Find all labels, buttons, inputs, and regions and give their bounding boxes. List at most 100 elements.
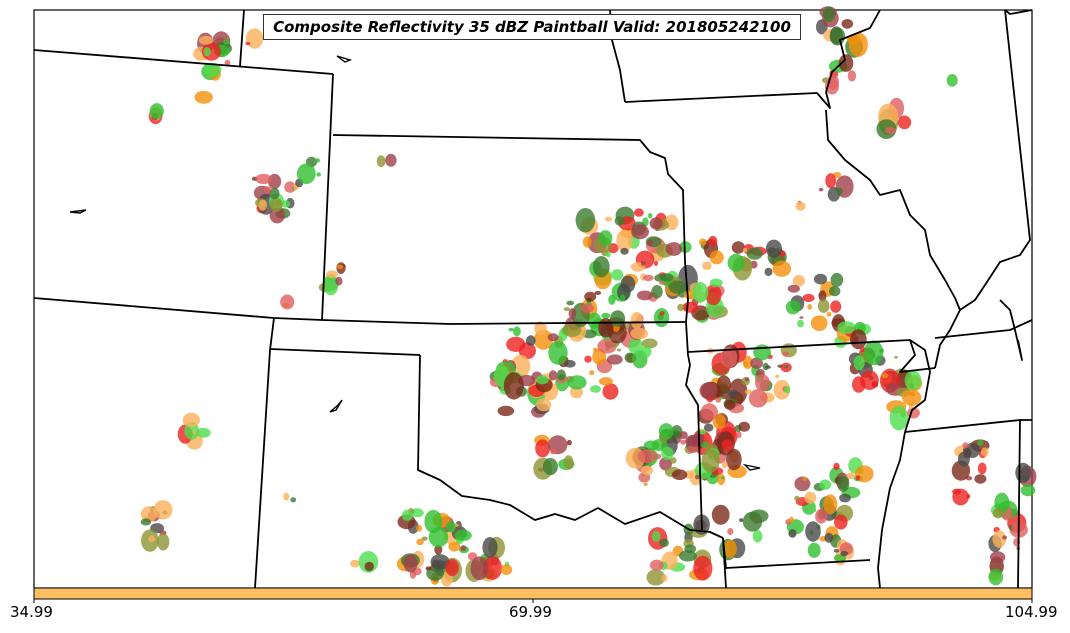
radar-echo — [280, 200, 291, 208]
colorbar — [33, 587, 1033, 600]
radar-echo — [270, 197, 283, 213]
radar-echo — [658, 281, 665, 285]
radar-echo — [245, 41, 251, 46]
radar-echo — [717, 473, 726, 486]
radar-echo — [606, 251, 611, 258]
radar-echo — [699, 429, 706, 435]
radar-echo — [428, 527, 449, 548]
radar-echo — [401, 509, 413, 521]
radar-echo — [658, 423, 674, 440]
radar-echo — [989, 551, 1006, 564]
radar-echo — [833, 462, 840, 471]
radar-echo — [988, 568, 1004, 586]
radar-echo — [712, 413, 726, 430]
radar-echo — [614, 216, 625, 226]
radar-echo — [680, 439, 687, 445]
radar-echo — [904, 370, 922, 391]
radar-echo — [421, 536, 428, 541]
radar-echo — [824, 532, 834, 543]
radar-echo — [727, 528, 734, 535]
radar-echo — [705, 284, 722, 306]
radar-echo — [720, 347, 738, 368]
radar-echo — [602, 383, 619, 400]
radar-echo — [620, 247, 629, 255]
radar-echo — [794, 495, 800, 501]
radar-echo — [807, 304, 813, 310]
radar-echo — [470, 556, 489, 581]
radar-echo — [818, 290, 827, 302]
radar-echo — [567, 375, 587, 390]
radar-echo — [802, 477, 807, 482]
radar-echo — [772, 260, 792, 277]
radar-echo — [678, 550, 697, 562]
radar-echo — [823, 494, 838, 515]
radar-echo — [813, 273, 828, 285]
radar-echo — [637, 449, 657, 464]
radar-echo — [584, 291, 597, 302]
radar-echo — [715, 397, 721, 403]
radar-echo — [794, 476, 811, 492]
radar-echo — [589, 370, 595, 376]
radar-echo — [837, 475, 850, 492]
radar-echo — [620, 275, 636, 293]
radar-echo — [403, 554, 418, 573]
radar-echo — [255, 173, 272, 185]
radar-echo — [592, 256, 610, 278]
radar-echo — [711, 504, 730, 525]
radar-echo — [802, 293, 815, 303]
radar-echo — [482, 556, 503, 580]
radar-echo — [598, 230, 613, 246]
radar-echo — [830, 300, 842, 313]
radar-echo — [889, 405, 909, 431]
radar-echo — [977, 462, 987, 475]
radar-echo — [792, 275, 806, 287]
colorbar-tick-label-mid: 69.99 — [509, 603, 552, 621]
radar-echo — [748, 389, 768, 408]
radar-echo — [742, 247, 748, 253]
radar-echo — [695, 474, 700, 480]
radar-echo — [952, 488, 969, 506]
radar-echo — [641, 465, 654, 476]
radar-echo — [410, 508, 424, 518]
radar-echo — [284, 181, 296, 193]
radar-echo — [564, 360, 576, 368]
radar-echo — [196, 427, 211, 438]
radar-echo — [653, 308, 670, 328]
radar-echo — [448, 542, 461, 552]
radar-echo — [897, 115, 912, 130]
radar-echo — [140, 506, 158, 523]
radar-echo — [894, 356, 898, 359]
radar-echo — [416, 538, 424, 546]
radar-echo — [810, 315, 828, 332]
radar-echo — [807, 542, 821, 558]
radar-echo — [534, 321, 547, 336]
map-title: Composite Reflectivity 35 dBZ Paintball … — [263, 14, 801, 40]
radar-echo — [847, 70, 857, 82]
radar-echo — [981, 447, 989, 457]
radar-echo — [647, 239, 653, 247]
radar-echo — [269, 208, 285, 224]
radar-echo — [204, 62, 222, 78]
radar-echo — [610, 310, 626, 327]
radar-echo — [350, 559, 360, 568]
radar-echo — [841, 19, 854, 29]
radar-echo — [661, 574, 668, 582]
radar-echo — [536, 375, 549, 385]
radar-echo — [628, 337, 644, 355]
radar-echo — [525, 335, 536, 346]
radar-echo — [582, 236, 592, 248]
radar-echo — [1011, 522, 1020, 532]
radar-echo — [140, 518, 152, 526]
radar-echo — [569, 386, 584, 399]
radar-echo — [755, 374, 770, 391]
radar-echo — [682, 301, 699, 313]
radar-echo — [764, 267, 773, 277]
radar-echo — [597, 339, 617, 354]
radar-echo — [587, 312, 602, 329]
radar-echo — [788, 529, 797, 538]
radar-echo — [454, 529, 472, 542]
radar-echo — [337, 264, 344, 269]
radar-echo — [566, 300, 574, 306]
radar-echo — [992, 530, 1007, 548]
